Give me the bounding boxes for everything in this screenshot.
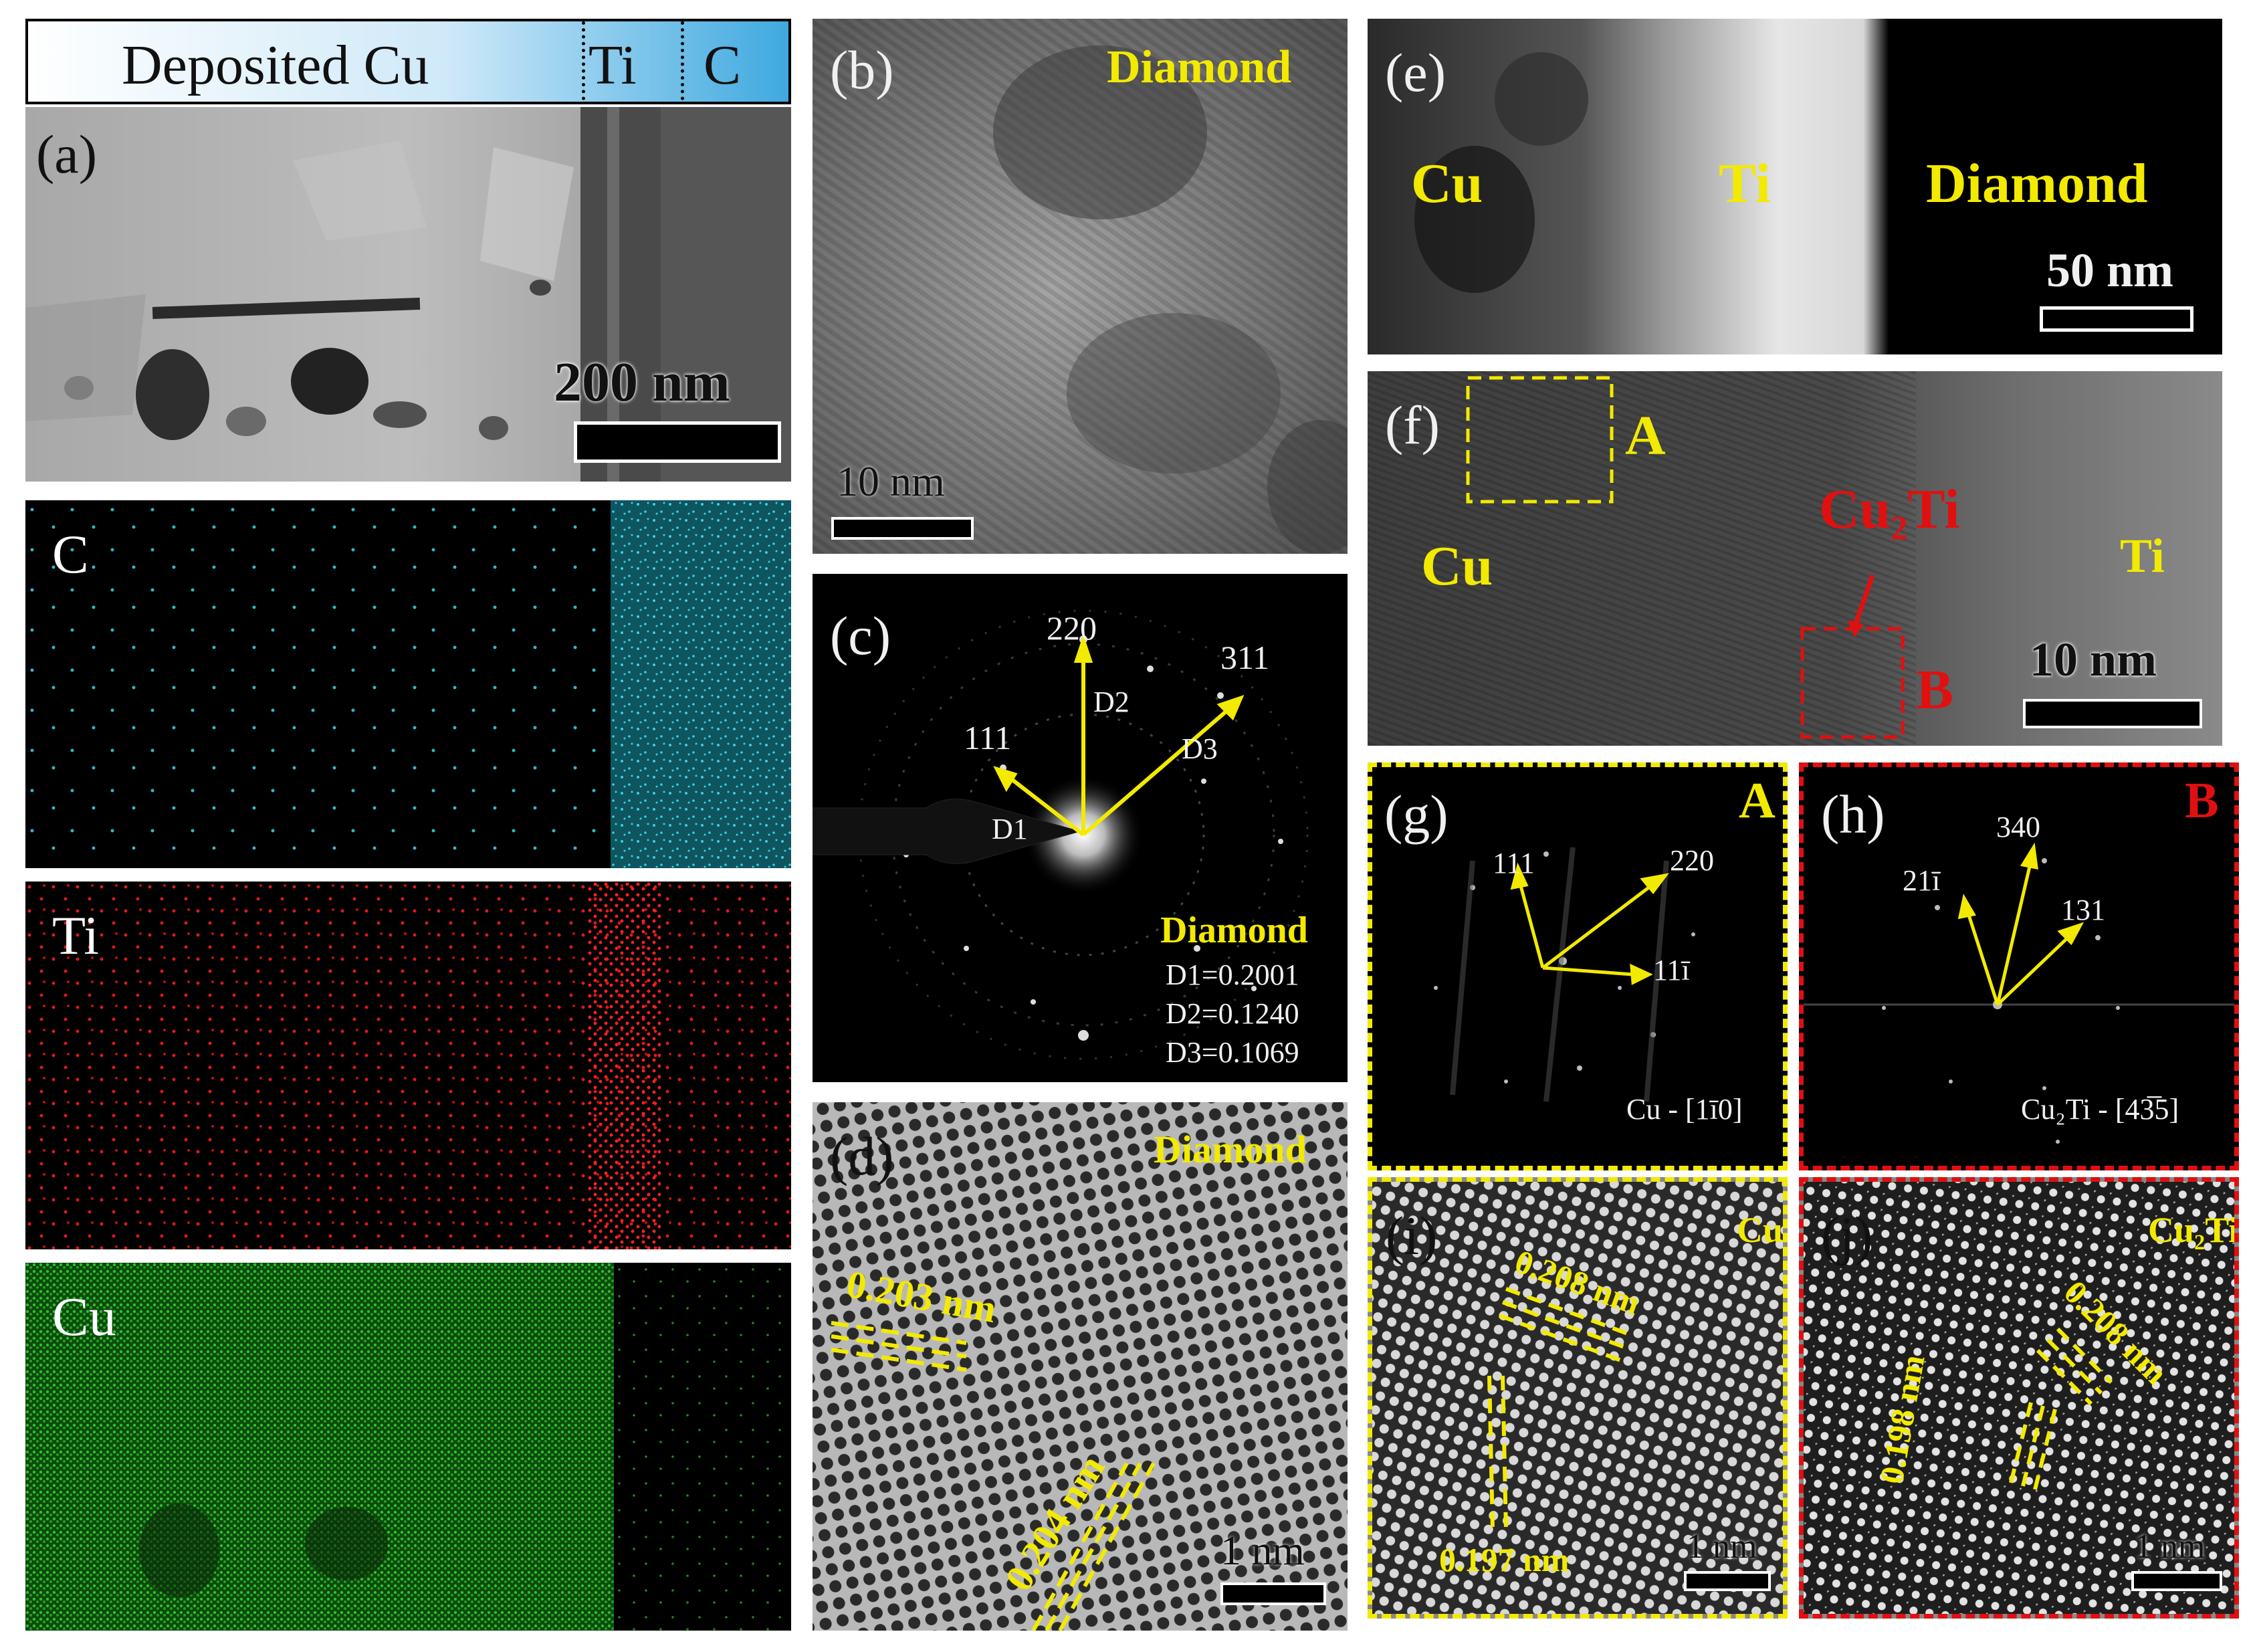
panel-j-material: Cu₂Ti: [2148, 1210, 2239, 1250]
panel-a-scale-text: 200 nm: [554, 351, 730, 413]
panel-c-d1: D1: [992, 813, 1028, 845]
panel-d-lattice: (d) Diamond 0.203 nm 0.204 nm 1 nm: [813, 1102, 1348, 1631]
panel-f-scale-text: 10 nm: [2030, 633, 2157, 686]
eds-map-c: C: [25, 500, 791, 868]
panel-g-tag: A: [1739, 772, 1776, 829]
eds-cu-label: Cu: [52, 1286, 116, 1347]
panel-b-hrtem: (b) Diamond 10 nm: [813, 19, 1348, 554]
panel-i-spacing-2: 0.197 nm: [1439, 1541, 1570, 1578]
panel-j-scale-text: 1 nm: [2135, 1528, 2206, 1566]
header-ti: Ti: [588, 34, 637, 96]
panel-j-texture: [1804, 1182, 2234, 1614]
panel-a-header: Deposited Cu Ti C: [25, 19, 791, 104]
panel-c-d3: D3: [1182, 732, 1218, 765]
panel-f-cu2ti: Cu₂Ti: [1819, 478, 1960, 540]
panel-i-label: (i): [1386, 1205, 1438, 1266]
panel-d-scale-bar: [1220, 1582, 1326, 1605]
header-divider-2: [681, 21, 684, 102]
panel-c-saed: (c) 220 311 111 D1 D2 D3 Diamond D1=0.20…: [813, 574, 1348, 1082]
panel-f-ti: Ti: [2120, 529, 2165, 583]
panel-b-label: (b): [830, 39, 894, 100]
panel-c-d3-value: D3=0.1069: [1166, 1036, 1299, 1069]
panel-c-spot-220: 220: [1047, 609, 1097, 647]
panel-i-material: Cu: [1737, 1210, 1784, 1250]
eds-c-dots: [25, 500, 791, 868]
panel-g-label: (g): [1384, 784, 1449, 845]
panel-g-spot-11bar1: 11ī: [1653, 954, 1690, 987]
panel-h-label: (h): [1821, 784, 1885, 845]
panel-e-diamond: Diamond: [1926, 152, 2148, 215]
panel-b-scale-bar: [831, 517, 974, 540]
panel-d-material: Diamond: [1154, 1128, 1307, 1171]
panel-f-hrtem: (f) A Cu Cu₂Ti Ti B 10 nm: [1368, 371, 2222, 746]
panel-d-scale-text: 1 nm: [1220, 1528, 1305, 1574]
panel-i-texture: [1372, 1182, 1783, 1614]
panel-a-micrograph: (a) 200 nm: [25, 107, 791, 482]
panel-e-ti: Ti: [1719, 152, 1771, 215]
eds-ti-label: Ti: [52, 905, 99, 966]
panel-g-spot-220: 220: [1670, 844, 1714, 877]
panel-d-label: (d): [830, 1126, 894, 1186]
panel-a-texture: [25, 107, 791, 482]
panel-e-label: (e): [1385, 42, 1446, 103]
panel-c-material: Diamond: [1160, 910, 1308, 951]
panel-f-texture: [1368, 371, 2222, 746]
eds-c-label: C: [52, 524, 89, 585]
panel-h-zone-axis: Cu₂Ti - [43̅5]: [2021, 1093, 2179, 1126]
eds-map-cu: Cu: [25, 1263, 791, 1631]
panel-h-pattern: [1804, 842, 2234, 1144]
panel-b-material: Diamond: [1107, 41, 1292, 93]
panel-c-d1-value: D1=0.2001: [1166, 958, 1299, 991]
panel-e-texture: [1368, 19, 2222, 354]
panel-h-spot-340: 340: [1996, 811, 2040, 843]
panel-i-scale-bar: [1684, 1571, 1771, 1591]
eds-cu-dots: [25, 1263, 791, 1631]
panel-f-box-a-label: A: [1625, 405, 1666, 467]
panel-c-spot-111: 111: [964, 719, 1012, 756]
panel-c-d2: D2: [1093, 686, 1130, 718]
header-c: C: [704, 34, 742, 96]
eds-ti-dots: [25, 882, 791, 1249]
panel-c-pattern: [813, 609, 1309, 1060]
panel-i-scale-text: 1 nm: [1687, 1528, 1757, 1566]
panel-c-spot-311: 311: [1220, 639, 1270, 676]
panel-d-texture: [813, 1102, 1348, 1631]
panel-g-pattern: [1434, 847, 1695, 1102]
panel-g-fft: (g) A 111 220 11ī Cu - [1ī0]: [1368, 762, 1788, 1170]
panel-e-scale-text: 50 nm: [2046, 243, 2174, 297]
panel-g-spot-111: 111: [1493, 847, 1535, 880]
panel-j-lattice: (j) Cu₂Ti 0.208 nm 0.198 nm 1 nm: [1799, 1177, 2239, 1619]
eds-map-ti: Ti: [25, 882, 791, 1249]
panel-f-label: (f): [1385, 395, 1440, 455]
panel-j-scale-bar: [2131, 1571, 2222, 1591]
panel-f-cu: Cu: [1421, 535, 1493, 597]
panel-b-scale-text: 10 nm: [837, 457, 945, 505]
panel-c-d2-value: D2=0.1240: [1166, 997, 1299, 1030]
panel-f-box-b-label: B: [1916, 659, 1954, 721]
header-divider-1: [582, 21, 585, 102]
panel-h-fft: (h) B 340 21ī 131 Cu₂Ti - [43̅5]: [1799, 762, 2239, 1170]
panel-j-label: (j): [1821, 1205, 1873, 1266]
panel-a-scale-bar: [574, 421, 781, 463]
panel-i-lattice: (i) Cu 0.208 nm 0.197 nm 1 nm: [1368, 1177, 1788, 1619]
panel-c-label: (c): [830, 605, 891, 666]
panel-h-spot-131: 131: [2061, 894, 2105, 926]
panel-e-cu: Cu: [1411, 152, 1483, 215]
panel-e-interface: (e) Cu Ti Diamond 50 nm: [1368, 19, 2222, 354]
panel-h-spot-21bar1: 21ī: [1903, 864, 1941, 897]
panel-g-zone-axis: Cu - [1ī0]: [1626, 1093, 1743, 1126]
header-deposited-cu: Deposited Cu: [122, 34, 429, 96]
panel-e-scale-bar: [2040, 306, 2193, 332]
panel-b-texture: [813, 19, 1348, 554]
panel-h-tag: B: [2185, 772, 2219, 829]
panel-f-scale-bar: [2023, 699, 2202, 728]
panel-a-label: (a): [36, 124, 98, 185]
